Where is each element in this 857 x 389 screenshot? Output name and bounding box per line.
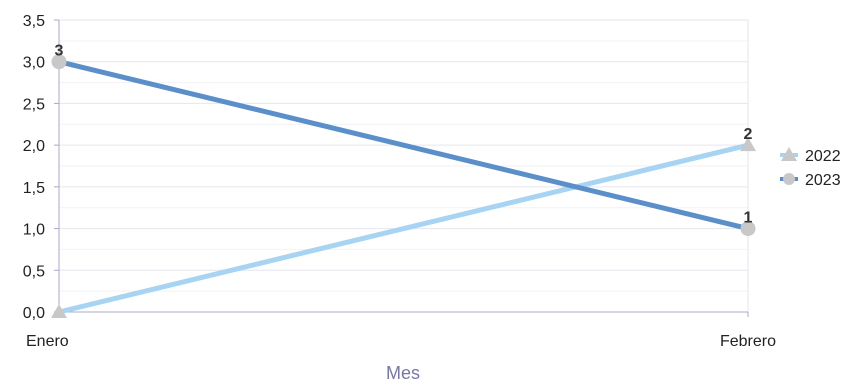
data-point-2022 (51, 304, 67, 318)
y-tick-label: 0,5 (23, 263, 45, 280)
x-axis-ticks: Enero Febrero (26, 312, 776, 350)
legend-marker (781, 147, 797, 161)
x-tick-label: Enero (26, 333, 69, 350)
legend-marker (783, 173, 795, 185)
data-labels: 2 3 1 (55, 43, 753, 227)
y-tick-label: 2,5 (23, 96, 45, 113)
legend: 2022 2023 (780, 147, 841, 189)
legend-label: 2022 (805, 148, 841, 165)
y-tick-label: 2,0 (23, 138, 45, 155)
data-label-2023: 3 (55, 43, 64, 60)
y-tick-label: 0,0 (23, 305, 45, 322)
y-tick-label: 1,5 (23, 180, 45, 197)
legend-label: 2023 (805, 172, 841, 189)
x-axis-title: Mes (386, 363, 420, 383)
data-label-2022: 2 (744, 126, 753, 143)
x-tick-label: Febrero (720, 333, 776, 350)
y-tick-label: 3,0 (23, 55, 45, 72)
grid-lines (59, 19, 749, 313)
series-line-2023 (56, 59, 751, 232)
series-line-2022 (56, 142, 751, 315)
data-point-2022 (740, 137, 756, 152)
data-point-2023 (740, 221, 756, 237)
y-axis-ticks: 0,0 0,5 1,0 1,5 2,0 2,5 3,0 3,5 (23, 13, 59, 322)
y-tick-label: 3,5 (23, 13, 45, 30)
data-point-2023 (51, 54, 67, 70)
y-tick-label: 1,0 (23, 222, 45, 239)
data-label-2023: 1 (744, 210, 753, 227)
series-group (51, 54, 756, 318)
